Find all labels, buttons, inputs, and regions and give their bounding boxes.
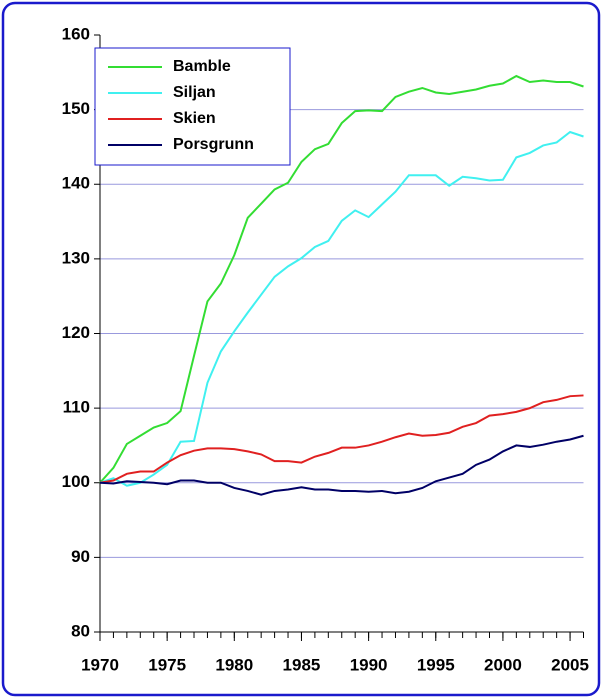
y-tick-label: 120 (62, 323, 90, 342)
legend-label: Bamble (173, 58, 231, 75)
y-tick-label: 100 (62, 472, 90, 491)
series-line (99, 434, 584, 496)
y-tick-label: 150 (62, 99, 90, 118)
legend-label: Porsgrunn (173, 136, 254, 153)
y-tick-label: 80 (71, 621, 90, 640)
x-tick-label: 1995 (417, 655, 455, 674)
y-tick-label: 130 (62, 248, 90, 267)
y-tick-label: 110 (63, 398, 90, 417)
y-tick-label: 140 (62, 174, 90, 193)
x-tick-label: 1980 (215, 655, 253, 674)
x-tick-label: 1990 (350, 655, 388, 674)
x-tick-label: 2005 (551, 655, 589, 674)
x-tick-label: 2000 (484, 655, 522, 674)
x-tick-label: 1975 (148, 655, 186, 674)
x-tick-label: 1970 (81, 655, 119, 674)
series-line (99, 74, 584, 484)
y-tick-label: 160 (62, 24, 90, 43)
series-line (99, 130, 584, 487)
x-tick-label: 1985 (283, 655, 321, 674)
legend-label: Siljan (173, 84, 216, 101)
legend-label: Skien (173, 110, 216, 127)
series-line (99, 394, 584, 484)
y-tick-label: 90 (71, 547, 90, 566)
